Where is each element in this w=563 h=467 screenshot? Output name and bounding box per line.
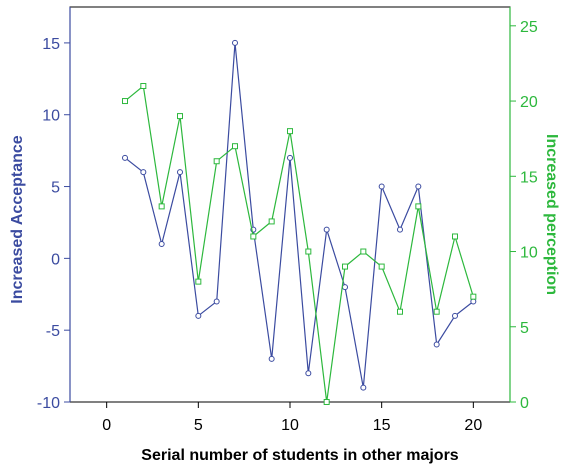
y-axis-right: 0 5 10 15 20 25 [509, 7, 538, 412]
perception-data-point [360, 248, 367, 255]
perception-data-point [452, 233, 458, 240]
y-axis-left-title: Increased Acceptance [9, 135, 26, 303]
y-left-tick-label: 5 [51, 180, 60, 197]
x-tick-label: 20 [464, 417, 482, 434]
perception-data-point [250, 233, 257, 240]
acceptance-data-point [177, 169, 183, 176]
perception-data-point [140, 83, 147, 89]
perception-series-line [124, 84, 474, 403]
perception-data-point [397, 308, 403, 315]
perception-data-point [177, 113, 183, 120]
acceptance-data-point [158, 241, 165, 247]
acceptance-series-line [124, 42, 474, 388]
acceptance-data-point [452, 312, 458, 319]
series-group [122, 39, 477, 405]
acceptance-data-point [378, 183, 385, 190]
y-right-tick-label: 15 [520, 169, 538, 186]
perception-data-point [232, 143, 238, 150]
perception-data-point [433, 308, 440, 315]
perception-data-point [195, 278, 202, 285]
x-tick-label: 15 [373, 417, 391, 434]
perception-data-point [287, 128, 293, 135]
y-left-tick-label: 15 [42, 36, 60, 53]
acceptance-data-point [323, 226, 330, 233]
acceptance-data-point [232, 39, 238, 46]
acceptance-data-point [140, 169, 147, 176]
acceptance-data-point [470, 298, 477, 305]
acceptance-data-point [305, 370, 312, 377]
y-right-tick-label: 5 [520, 320, 529, 337]
y-right-tick-label: 25 [520, 19, 538, 36]
x-axis-title: Serial number of students in other major… [141, 447, 458, 464]
plot-border [69, 6, 511, 403]
x-tick-label: 10 [281, 417, 299, 434]
y-right-tick-label: 0 [520, 395, 529, 412]
perception-data-point [213, 158, 220, 165]
y-axis-left: -10 -5 0 5 10 15 [37, 7, 71, 412]
acceptance-data-point [433, 341, 440, 348]
x-tick-label: 0 [102, 417, 111, 434]
acceptance-data-point [268, 355, 275, 362]
acceptance-data-point [195, 312, 202, 319]
x-axis: 0 5 10 15 20 [102, 402, 482, 434]
y-axis-right-title: Increased perception [543, 134, 560, 295]
acceptance-data-point [287, 154, 293, 161]
perception-data-point [470, 293, 477, 300]
acceptance-data-point [122, 154, 128, 161]
y-right-tick-label: 20 [520, 94, 538, 111]
plot-frame [69, 6, 511, 403]
perception-data-point [415, 203, 422, 210]
acceptance-data-point [397, 226, 403, 233]
perception-data-point [323, 399, 330, 405]
acceptance-data-point [213, 298, 220, 305]
perception-data-point [305, 248, 312, 255]
y-left-tick-label: 0 [51, 251, 60, 268]
perception-data-point [122, 98, 128, 105]
acceptance-data-point [360, 384, 367, 391]
perception-data-point [378, 263, 385, 270]
perception-data-point [158, 203, 165, 210]
y-left-tick-label: 10 [42, 108, 60, 125]
x-tick-label: 5 [194, 417, 203, 434]
perception-data-point [268, 218, 275, 225]
y-left-tick-label: -10 [37, 395, 60, 412]
acceptance-data-point [342, 284, 348, 291]
y-left-tick-label: -5 [46, 323, 60, 340]
perception-data-point [342, 263, 348, 270]
acceptance-data-point [415, 183, 422, 190]
y-right-tick-label: 10 [520, 245, 538, 262]
